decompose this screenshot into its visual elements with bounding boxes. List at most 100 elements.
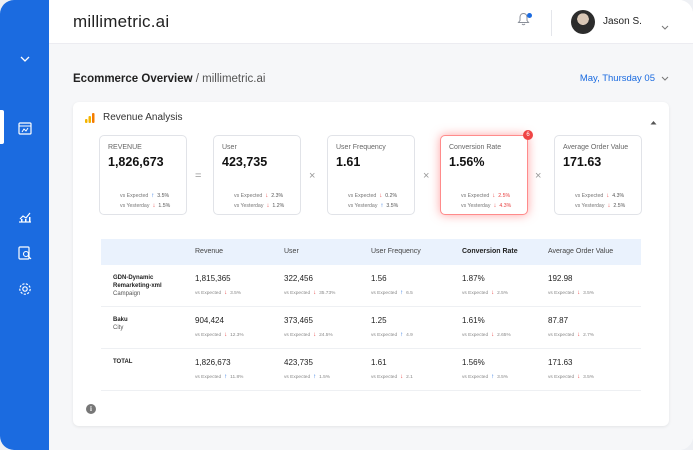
kpi-label: User [222,144,237,151]
breakdown-table: Revenue User User Frequency Conversion R… [101,239,641,391]
arrow-down-icon: ↓ [152,203,156,209]
column-header-conversion-rate[interactable]: Conversion Rate [462,248,518,255]
kpi-value: 1,826,673 [108,155,164,169]
cell-value: 1,815,365 [195,274,231,283]
cell-vs-expected: vs Expected ↑ 6.5 [371,290,413,296]
cell-vs-expected-pct: 1.5% [319,374,331,380]
arrow-down-icon: ↓ [313,332,317,338]
sidebar [0,0,49,450]
row-label-type: Campaign [113,291,141,297]
arrow-down-icon: ↓ [224,332,228,338]
kpi-value: 423,735 [222,155,268,169]
kpi-vs-yesterday: vs Yesterday ↓ 1.5% [120,203,170,209]
kpi-label: REVENUE [108,144,142,151]
cell-value: 904,424 [195,316,224,325]
arrow-down-icon: ↓ [224,290,228,296]
column-header-user[interactable]: User [284,248,299,255]
arrow-down-icon: ↓ [313,290,317,296]
row-label: TOTAL [113,358,175,366]
arrow-down-icon: ↓ [265,193,269,199]
user-name[interactable]: Jason S. [603,16,642,27]
table-row[interactable]: GDN-Dynamic Remarketing-xml Campaign 1,815… [101,265,641,307]
cell-vs-expected-label: vs Expected [284,332,311,338]
cell-vs-expected: vs Expected ↓ 2.1 [371,374,413,380]
info-icon[interactable]: i [86,404,96,414]
column-header-user-frequency[interactable]: User Frequency [371,248,421,255]
cell-vs-expected-pct: 3.5% [230,290,242,296]
operator-times: × [535,170,542,182]
cell-vs-expected: vs Expected ↑ 3.5% [462,374,508,380]
kpi-vs-expected-label: vs Expected [461,193,490,199]
main-content: Ecommerce Overview / millimetric.ai May,… [49,44,693,450]
cell-vs-expected-pct: 35.73% [319,290,336,296]
notifications-bell-icon[interactable] [517,12,530,31]
kpi-vs-yesterday-label: vs Yesterday [234,203,264,209]
column-header-revenue[interactable]: Revenue [195,248,224,255]
kpi-vs-yesterday-label: vs Yesterday [348,203,378,209]
kpi-vs-yesterday: vs Yesterday ↓ 1.2% [234,203,284,209]
kpi-vs-expected-pct: 2.3% [271,193,284,199]
table-row[interactable]: Baku City 904,424 vs Expected ↓ 12.3% 373,465 v… [101,307,641,349]
cell-value: 1.61% [462,316,485,325]
table-header: Revenue User User Frequency Conversion R… [101,239,641,265]
cell-vs-expected-pct: 3.5% [497,374,509,380]
cell-value: 373,465 [284,316,313,325]
arrow-up-icon: ↑ [313,374,317,380]
analytics-logo-icon [85,112,95,123]
card-header: Revenue Analysis [85,112,183,123]
arrow-down-icon: ↓ [577,332,581,338]
table-row[interactable]: TOTAL 1,826,673 vs Expected ↑ 11.8% 423,735 vs… [101,349,641,391]
cell-vs-expected: vs Expected ↑ 4.9 [371,332,413,338]
cell-vs-expected-pct: 3.5% [583,374,595,380]
alert-badge[interactable]: 6 [523,130,533,140]
row-label-text: TOTAL [113,359,133,365]
page-title: Ecommerce Overview / millimetric.ai [73,73,265,85]
report-search-icon[interactable] [14,242,36,264]
kpi-vs-expected-pct: 4.3% [612,193,625,199]
cell-vs-expected-label: vs Expected [195,332,222,338]
kpi-card-revenue[interactable]: REVENUE 1,826,673 vs Expected ↑ 3.5% vs Yeste… [99,135,187,215]
kpi-value: 1.61 [336,155,361,169]
date-selector[interactable]: May, Thursday 05 [580,73,669,84]
arrow-down-icon: ↓ [607,203,611,209]
collapse-caret-icon[interactable] [650,112,657,130]
kpi-card-user[interactable]: User 423,735 vs Expected ↓ 2.3% vs Yesterday ↓… [213,135,301,215]
date-label: May, Thursday 05 [579,73,655,84]
sidebar-active-indicator [0,110,4,144]
cell-vs-expected: vs Expected ↓ 12.3% [195,332,244,338]
user-avatar[interactable] [571,10,595,34]
arrow-down-icon: ↓ [606,193,610,199]
kpi-vs-yesterday-pct: 1.2% [272,203,285,209]
kpi-card-user-frequency[interactable]: User Frequency 1.61 vs Expected ↓ 0.2% vs Yes… [327,135,415,215]
cell-vs-expected-label: vs Expected [371,290,398,296]
page-title-text: Ecommerce Overview [73,73,193,85]
sidebar-expand-chevron-icon[interactable] [14,48,36,70]
analytics-chart-icon[interactable] [14,205,36,227]
kpi-card-conversion-rate[interactable]: Conversion Rate 1.56% vs Expected ↓ 2.5% vs Y… [440,130,533,215]
arrow-down-icon: ↓ [379,193,383,199]
kpi-card-average-order-value[interactable]: Average Order Value 171.63 vs Expected ↓ 4.3… [554,135,642,215]
user-menu-chevron-icon[interactable] [661,17,669,35]
cell-vs-expected-label: vs Expected [284,374,311,380]
operator-times: × [309,170,316,182]
cell-value: 192.98 [548,274,573,283]
top-bar: millimetric.ai Jason S. [49,0,693,44]
kpi-vs-expected-pct: 0.2% [385,193,398,199]
cell-vs-expected: vs Expected ↓ 2.65% [462,332,511,338]
cell-vs-expected: vs Expected ↓ 2.5% [462,290,508,296]
settings-gear-icon[interactable] [14,278,36,300]
cell-vs-expected-pct: 2.1 [406,374,413,380]
brand-logo[interactable]: millimetric.ai [73,12,170,31]
kpi-vs-yesterday: vs Yesterday ↓ 2.5% [575,203,625,209]
date-chevron-icon [661,76,669,81]
cell-vs-expected-pct: 12.3% [230,332,244,338]
dashboard-icon[interactable] [14,117,36,139]
arrow-down-icon: ↓ [400,374,404,380]
cell-value: 1,826,673 [195,358,231,367]
row-label-text: Baku [113,317,128,323]
cell-vs-expected-label: vs Expected [548,332,575,338]
arrow-up-icon: ↑ [224,374,228,380]
kpi-vs-yesterday-label: vs Yesterday [120,203,150,209]
row-label: GDN-Dynamic Remarketing-xml Campaign [113,274,175,298]
column-header-average-order-value[interactable]: Average Order Value [548,248,614,255]
